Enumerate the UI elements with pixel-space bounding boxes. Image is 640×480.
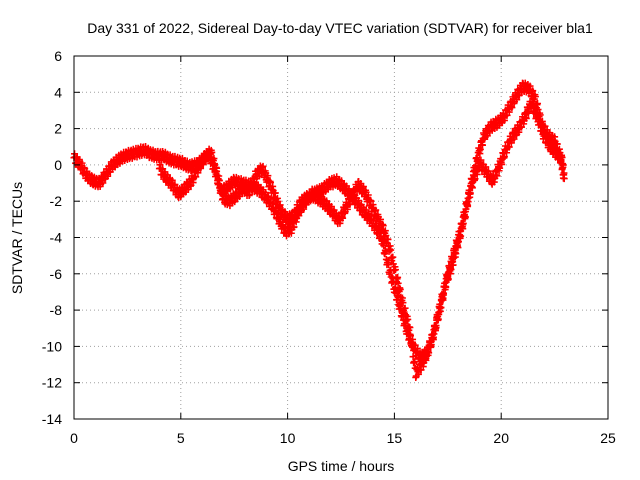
y-tick-label: -14: [42, 411, 62, 427]
data-point: [210, 160, 218, 168]
data-point: [437, 303, 445, 311]
data-point: [500, 153, 508, 161]
data-point: [427, 343, 435, 351]
data-point: [215, 176, 223, 184]
data-point: [271, 189, 279, 197]
data-point: [493, 172, 501, 180]
data-point: [459, 221, 467, 229]
data-point: [259, 162, 267, 170]
data-point: [432, 322, 440, 330]
series-track-b: [155, 97, 567, 381]
data-point: [468, 184, 476, 192]
data-point: [496, 164, 504, 172]
data-point: [560, 175, 568, 183]
data-point: [396, 285, 404, 293]
data-point: [404, 315, 412, 323]
data-point: [217, 183, 225, 191]
data-point: [213, 164, 221, 172]
y-tick-label: 6: [54, 48, 62, 64]
y-tick-label: -6: [50, 266, 63, 282]
data-point: [559, 161, 567, 169]
data-point: [250, 179, 258, 187]
data-point: [379, 222, 387, 230]
series-track-a: [70, 79, 568, 365]
data-point: [372, 206, 380, 214]
y-tick-label: -12: [42, 375, 62, 391]
data-point: [451, 249, 459, 257]
data-point: [394, 279, 402, 287]
data-point: [538, 123, 546, 131]
data-point: [429, 333, 437, 341]
data-point: [389, 253, 397, 261]
y-tick-label: -10: [42, 338, 62, 354]
y-tick-label: 2: [54, 121, 62, 137]
y-tick-label: -2: [50, 193, 63, 209]
data-point: [476, 145, 484, 153]
data-point: [409, 343, 417, 351]
data-point: [406, 331, 414, 339]
x-tick-label: 20: [493, 430, 509, 446]
data-point: [387, 246, 395, 254]
data-point: [505, 143, 513, 151]
data-point: [464, 201, 472, 209]
data-point: [461, 208, 469, 216]
axis-ticks: 0 5 10 15 20 25 -14 -12 -10 -8 -6 -4 -2 0 2 4 6: [42, 48, 616, 446]
data-point: [391, 266, 399, 274]
data-point: [440, 289, 448, 297]
x-tick-label: 15: [387, 430, 403, 446]
data-point: [409, 353, 417, 361]
data-point: [422, 356, 430, 364]
data-point: [425, 349, 433, 357]
data-point: [367, 197, 375, 205]
data-points: [70, 79, 568, 381]
data-point: [454, 238, 462, 246]
data-point: [290, 223, 298, 231]
data-point: [479, 141, 487, 149]
y-axis-label: SDTVAR / TECUs: [9, 182, 25, 294]
x-tick-label: 25: [600, 430, 616, 446]
data-point: [466, 190, 474, 198]
x-tick-label: 10: [280, 430, 296, 446]
data-point: [442, 283, 450, 291]
data-point: [439, 296, 447, 304]
data-point: [246, 190, 254, 198]
data-point: [471, 175, 479, 183]
data-point: [534, 100, 542, 108]
data-point: [444, 269, 452, 277]
x-tick-label: 0: [70, 430, 78, 446]
data-point: [382, 231, 390, 239]
chart-title: Day 331 of 2022, Sidereal Day-to-day VTE…: [87, 20, 593, 36]
y-tick-label: 0: [54, 157, 62, 173]
data-point: [351, 192, 359, 200]
data-point: [558, 153, 566, 161]
y-tick-label: -4: [50, 230, 63, 246]
data-point: [267, 178, 275, 186]
data-point: [446, 265, 454, 273]
data-point: [449, 254, 457, 262]
data-point: [457, 227, 465, 235]
data-point: [384, 235, 392, 243]
data-point: [399, 299, 407, 307]
data-point: [208, 148, 216, 156]
data-point: [522, 114, 530, 122]
data-point: [274, 197, 282, 205]
y-tick-label: 4: [54, 84, 62, 100]
x-axis-label: GPS time / hours: [288, 458, 395, 474]
data-point: [531, 93, 539, 101]
x-tick-label: 5: [177, 430, 185, 446]
data-point: [192, 173, 200, 181]
data-point: [406, 324, 414, 332]
data-point: [411, 358, 419, 366]
y-tick-label: -8: [50, 302, 63, 318]
data-point: [401, 304, 409, 312]
data-point: [534, 110, 542, 118]
data-point: [292, 212, 300, 220]
data-point: [434, 316, 442, 324]
